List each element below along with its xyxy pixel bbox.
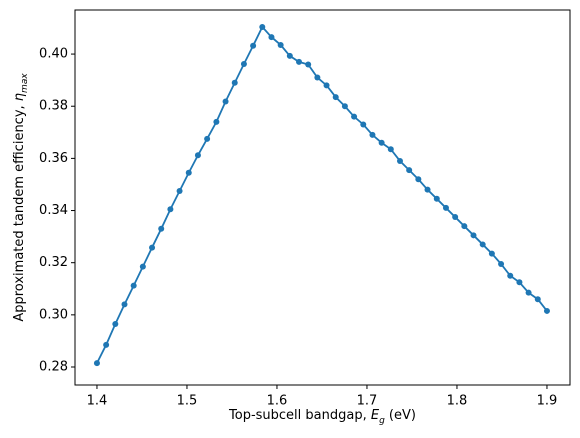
y-axis-label-part: max <box>20 73 30 93</box>
point <box>470 232 477 239</box>
point <box>488 250 495 257</box>
point <box>369 131 376 138</box>
point <box>332 94 339 101</box>
point <box>396 157 403 164</box>
point <box>387 146 394 153</box>
point <box>305 61 312 68</box>
point <box>139 263 146 270</box>
point <box>250 42 257 49</box>
point <box>516 279 523 286</box>
y-tick-label: 0.34 <box>39 203 68 218</box>
point <box>121 301 128 308</box>
point <box>498 260 505 267</box>
x-axis-label-part: E <box>371 408 380 423</box>
x-axis-label: Top-subcell bandgap, Eg (eV) <box>228 408 416 426</box>
point <box>286 52 293 59</box>
point <box>149 244 156 251</box>
x-axis-label-part: (eV) <box>385 408 416 423</box>
point <box>442 204 449 211</box>
x-axis-label-part: Top-subcell bandgap, <box>228 408 371 423</box>
point <box>130 282 137 289</box>
point <box>406 167 413 174</box>
x-tick-label: 1.7 <box>357 394 378 409</box>
x-tick-label: 1.5 <box>177 394 198 409</box>
point <box>415 176 422 183</box>
point <box>341 103 348 110</box>
point <box>268 34 275 41</box>
point <box>525 289 532 296</box>
point <box>93 360 100 367</box>
y-axis-label-part: Approximated tandem efficiency, <box>12 101 27 321</box>
x-tick-label: 1.4 <box>87 394 108 409</box>
point <box>433 195 440 202</box>
point <box>213 118 220 125</box>
point <box>231 79 238 86</box>
point <box>194 152 201 159</box>
y-tick-label: 0.38 <box>39 99 68 114</box>
point <box>461 223 468 230</box>
point <box>424 186 431 193</box>
point <box>204 135 211 142</box>
point <box>351 113 358 120</box>
series-line <box>96 25 548 364</box>
y-axis-label: Approximated tandem efficiency, ηmax <box>12 73 30 322</box>
point <box>507 272 514 279</box>
point <box>479 241 486 248</box>
y-tick-label: 0.32 <box>39 255 68 270</box>
point <box>452 214 459 221</box>
y-tick-label: 0.40 <box>39 47 68 62</box>
point <box>296 58 303 65</box>
point <box>158 225 165 232</box>
point <box>112 320 119 327</box>
x-tick-label: 1.8 <box>447 394 468 409</box>
x-tick-label: 1.6 <box>267 394 288 409</box>
point <box>185 169 192 176</box>
point <box>277 41 284 48</box>
point <box>378 139 385 146</box>
y-axis-label-part: η <box>12 93 27 101</box>
point <box>167 206 174 213</box>
x-tick-label: 1.9 <box>537 394 558 409</box>
point <box>176 187 183 194</box>
y-tick-label: 0.30 <box>39 307 68 322</box>
point <box>323 82 330 89</box>
point <box>543 307 550 314</box>
point <box>222 98 229 105</box>
x-axis-label-part: g <box>379 416 385 426</box>
point <box>360 121 367 128</box>
point <box>103 341 110 348</box>
point <box>259 23 266 30</box>
point <box>240 60 247 67</box>
y-tick-label: 0.36 <box>39 151 68 166</box>
y-tick-label: 0.28 <box>39 360 68 375</box>
point <box>314 74 321 81</box>
point <box>534 296 541 303</box>
axes-frame <box>74 9 571 386</box>
